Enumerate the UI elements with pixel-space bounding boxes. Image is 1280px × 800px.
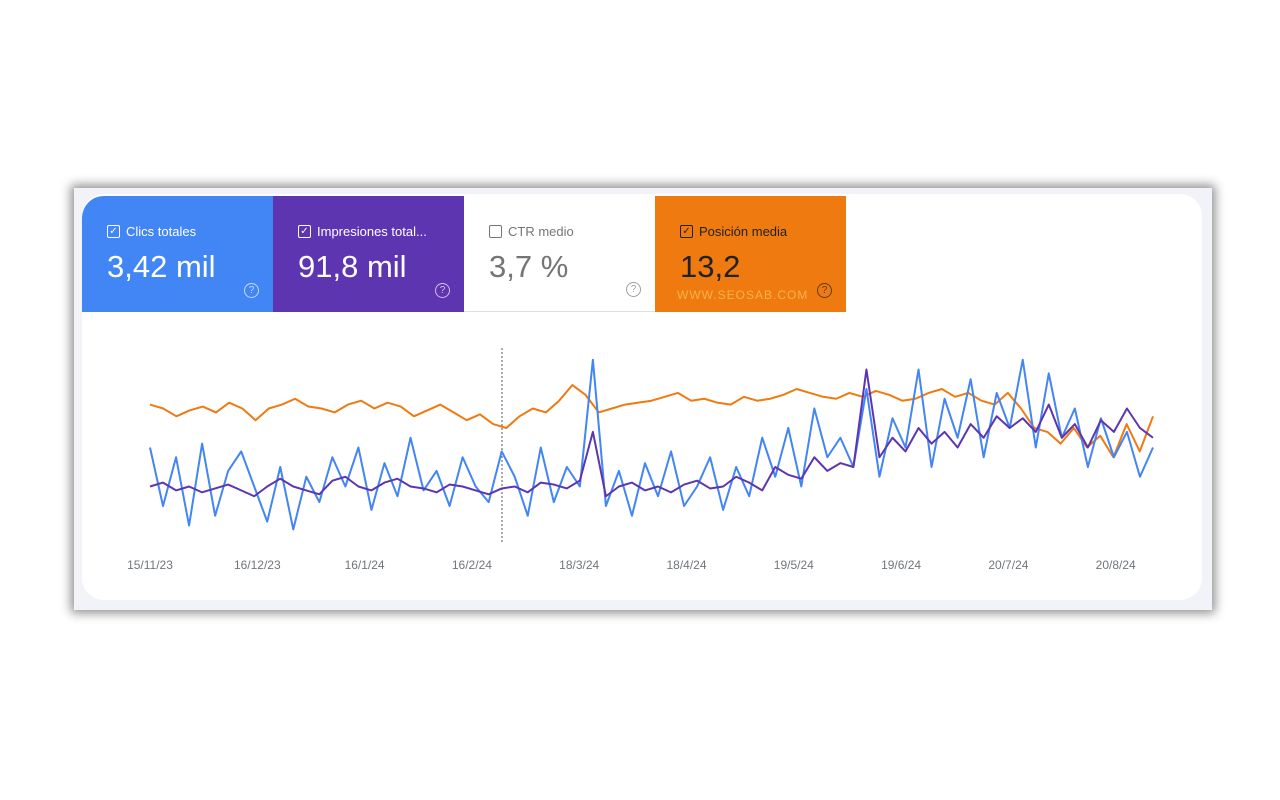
- series-line-0: [149, 384, 1154, 459]
- tile-value: 91,8 mil: [298, 249, 407, 284]
- performance-chart[interactable]: 15/11/23 16/12/23 16/1/24 16/2/24 18/3/24 18/…: [82, 194, 1202, 600]
- performance-panel: ✓ Clics totales 3,42 mil ? ✓ Impresiones t…: [74, 188, 1212, 610]
- help-icon[interactable]: ?: [626, 282, 641, 297]
- x-tick-label: 18/3/24: [559, 558, 599, 572]
- tile-value: 13,2: [680, 249, 741, 284]
- help-icon[interactable]: ?: [435, 283, 450, 298]
- help-icon[interactable]: ?: [817, 283, 832, 298]
- x-tick-label: 15/11/23: [127, 558, 173, 572]
- tile-label: CTR medio: [508, 224, 574, 239]
- tile-value: 3,7 %: [489, 249, 569, 284]
- tile-total-impressions[interactable]: ✓ Impresiones total... 91,8 mil ?: [273, 196, 464, 312]
- tile-label: Impresiones total...: [317, 224, 427, 239]
- tile-average-ctr[interactable]: CTR medio 3,7 % ?: [464, 196, 655, 312]
- tile-label: Clics totales: [126, 224, 197, 239]
- x-tick-label: 19/5/24: [774, 558, 814, 572]
- x-tick-label: 20/7/24: [988, 558, 1028, 572]
- x-tick-label: 16/12/23: [234, 558, 281, 572]
- x-tick-label: 18/4/24: [666, 558, 706, 572]
- x-tick-label: 16/2/24: [452, 558, 492, 572]
- help-icon[interactable]: ?: [244, 283, 259, 298]
- series-line-2: [149, 368, 1154, 498]
- x-tick-label: 19/6/24: [881, 558, 921, 572]
- checkbox-checked-icon[interactable]: ✓: [680, 225, 693, 238]
- checkbox-checked-icon[interactable]: ✓: [298, 225, 311, 238]
- performance-card: ✓ Clics totales 3,42 mil ? ✓ Impresiones t…: [82, 194, 1202, 600]
- tile-label: Posición media: [699, 224, 788, 239]
- tile-total-clicks[interactable]: ✓ Clics totales 3,42 mil ?: [82, 196, 273, 312]
- checkbox-unchecked-icon[interactable]: [489, 225, 502, 238]
- checkbox-checked-icon[interactable]: ✓: [107, 225, 120, 238]
- x-tick-label: 20/8/24: [1096, 558, 1136, 572]
- tile-average-position[interactable]: ✓ Posición media 13,2 WWW.SEOSAB.COM ?: [655, 196, 846, 312]
- x-tick-label: 16/1/24: [345, 558, 385, 572]
- tile-value: 3,42 mil: [107, 249, 216, 284]
- watermark: WWW.SEOSAB.COM: [677, 288, 809, 302]
- series-line-1: [149, 358, 1154, 531]
- metric-tiles: ✓ Clics totales 3,42 mil ? ✓ Impresiones t…: [82, 196, 846, 312]
